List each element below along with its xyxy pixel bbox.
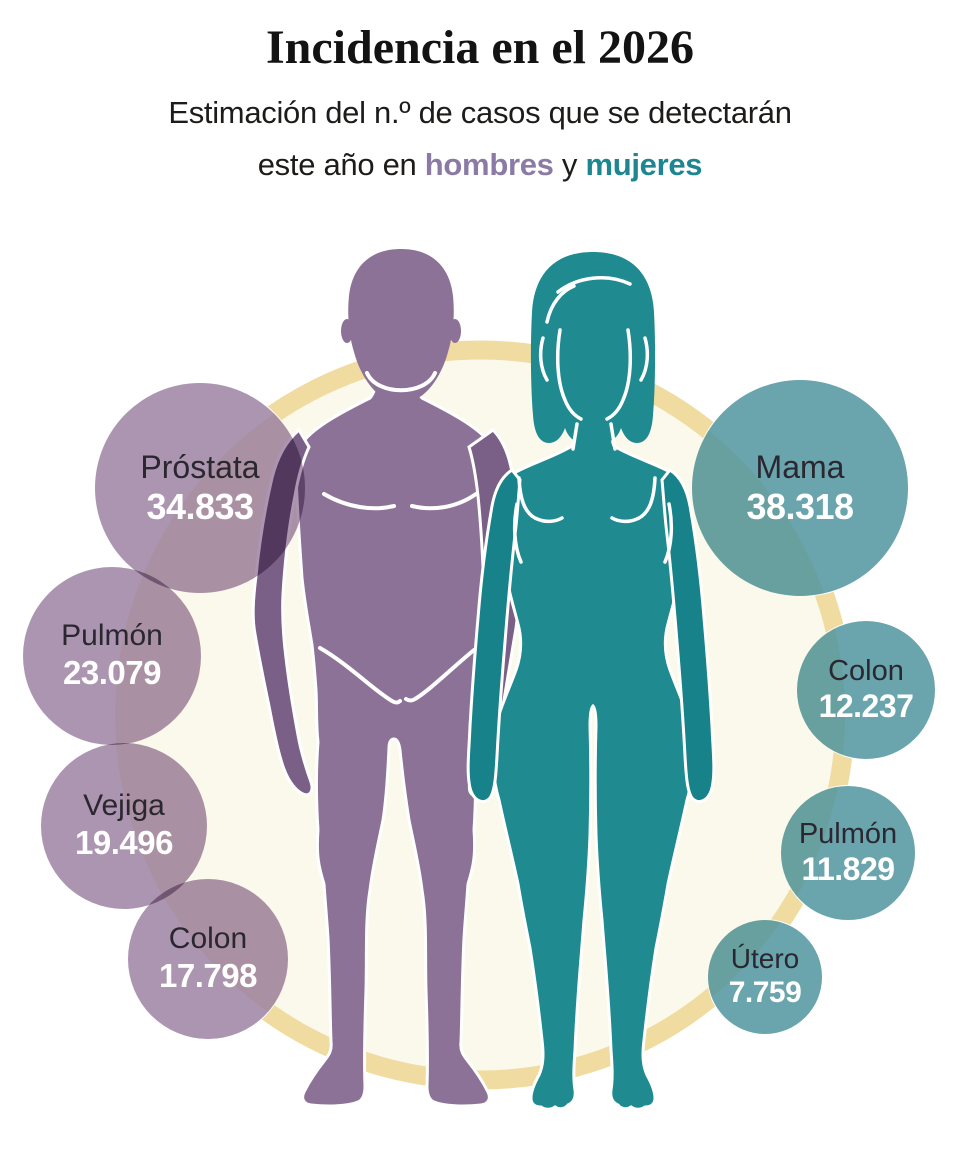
bubble-pulmon-mujeres: Pulmón 11.829: [781, 786, 915, 920]
bubble-prostata: Próstata 34.833: [95, 383, 305, 593]
bubble-utero-value: 7.759: [728, 975, 802, 1009]
female-detail-lines: [512, 276, 674, 564]
bubble-vejiga-value: 19.496: [75, 824, 173, 862]
bubble-colon-mujeres-label: Colon: [828, 654, 904, 687]
bubble-utero-circle: [708, 920, 822, 1034]
bubble-colon-mujeres-circle: [797, 621, 935, 759]
bubble-colon-hombres-value: 17.798: [159, 957, 257, 995]
bubble-prostata-value: 34.833: [146, 485, 254, 527]
subtitle-line2-prefix: este año en: [257, 146, 425, 182]
subtitle-line1: Estimación del n.º de casos que se detec…: [168, 94, 792, 130]
male-silhouette: [251, 249, 521, 1108]
bubble-vejiga-circle: [41, 743, 207, 909]
bubble-colon-hombres-circle: [128, 879, 288, 1039]
page-title: Incidencia en el 2026: [266, 21, 694, 74]
bubble-colon-hombres: Colon 17.798: [128, 879, 288, 1039]
bubble-pulmon-hombres-value: 23.079: [63, 654, 161, 692]
bubble-utero: Útero 7.759: [708, 920, 822, 1034]
bubble-prostata-label: Próstata: [140, 448, 260, 485]
header: Incidencia en el 2026 Estimación del n.º…: [0, 0, 960, 191]
bubble-utero-label: Útero: [730, 943, 800, 975]
bubble-pulmon-hombres: Pulmón 23.079: [23, 567, 201, 745]
bubble-mama-label: Mama: [755, 448, 845, 485]
bubble-vejiga-label: Vejiga: [83, 789, 165, 823]
bubble-pulmon-hombres-label: Pulmón: [61, 619, 163, 653]
bubble-pulmon-hombres-circle: [23, 567, 201, 745]
bubble-pulmon-mujeres-label: Pulmón: [798, 817, 898, 850]
bubble-mama: Mama 38.318: [692, 380, 908, 596]
bubble-vejiga: Vejiga 19.496: [41, 743, 207, 909]
bubble-prostata-circle: [95, 383, 305, 593]
bubble-colon-mujeres-value: 12.237: [818, 688, 914, 725]
bubble-pulmon-mujeres-value: 11.829: [801, 851, 895, 888]
female-silhouette: [466, 252, 716, 1111]
subtitle-conjunction: y: [553, 146, 586, 182]
bubble-colon-mujeres: Colon 12.237: [797, 621, 935, 759]
bubble-mama-value: 38.318: [746, 485, 854, 527]
subtitle: Estimación del n.º de casos que se detec…: [0, 87, 960, 191]
subtitle-mujeres: mujeres: [585, 146, 703, 182]
bubble-mama-circle: [692, 380, 908, 596]
bubble-pulmon-mujeres-circle: [781, 786, 915, 920]
bubble-colon-hombres-label: Colon: [168, 922, 248, 956]
male-detail-lines: [318, 371, 478, 705]
subtitle-hombres: hombres: [424, 146, 554, 182]
